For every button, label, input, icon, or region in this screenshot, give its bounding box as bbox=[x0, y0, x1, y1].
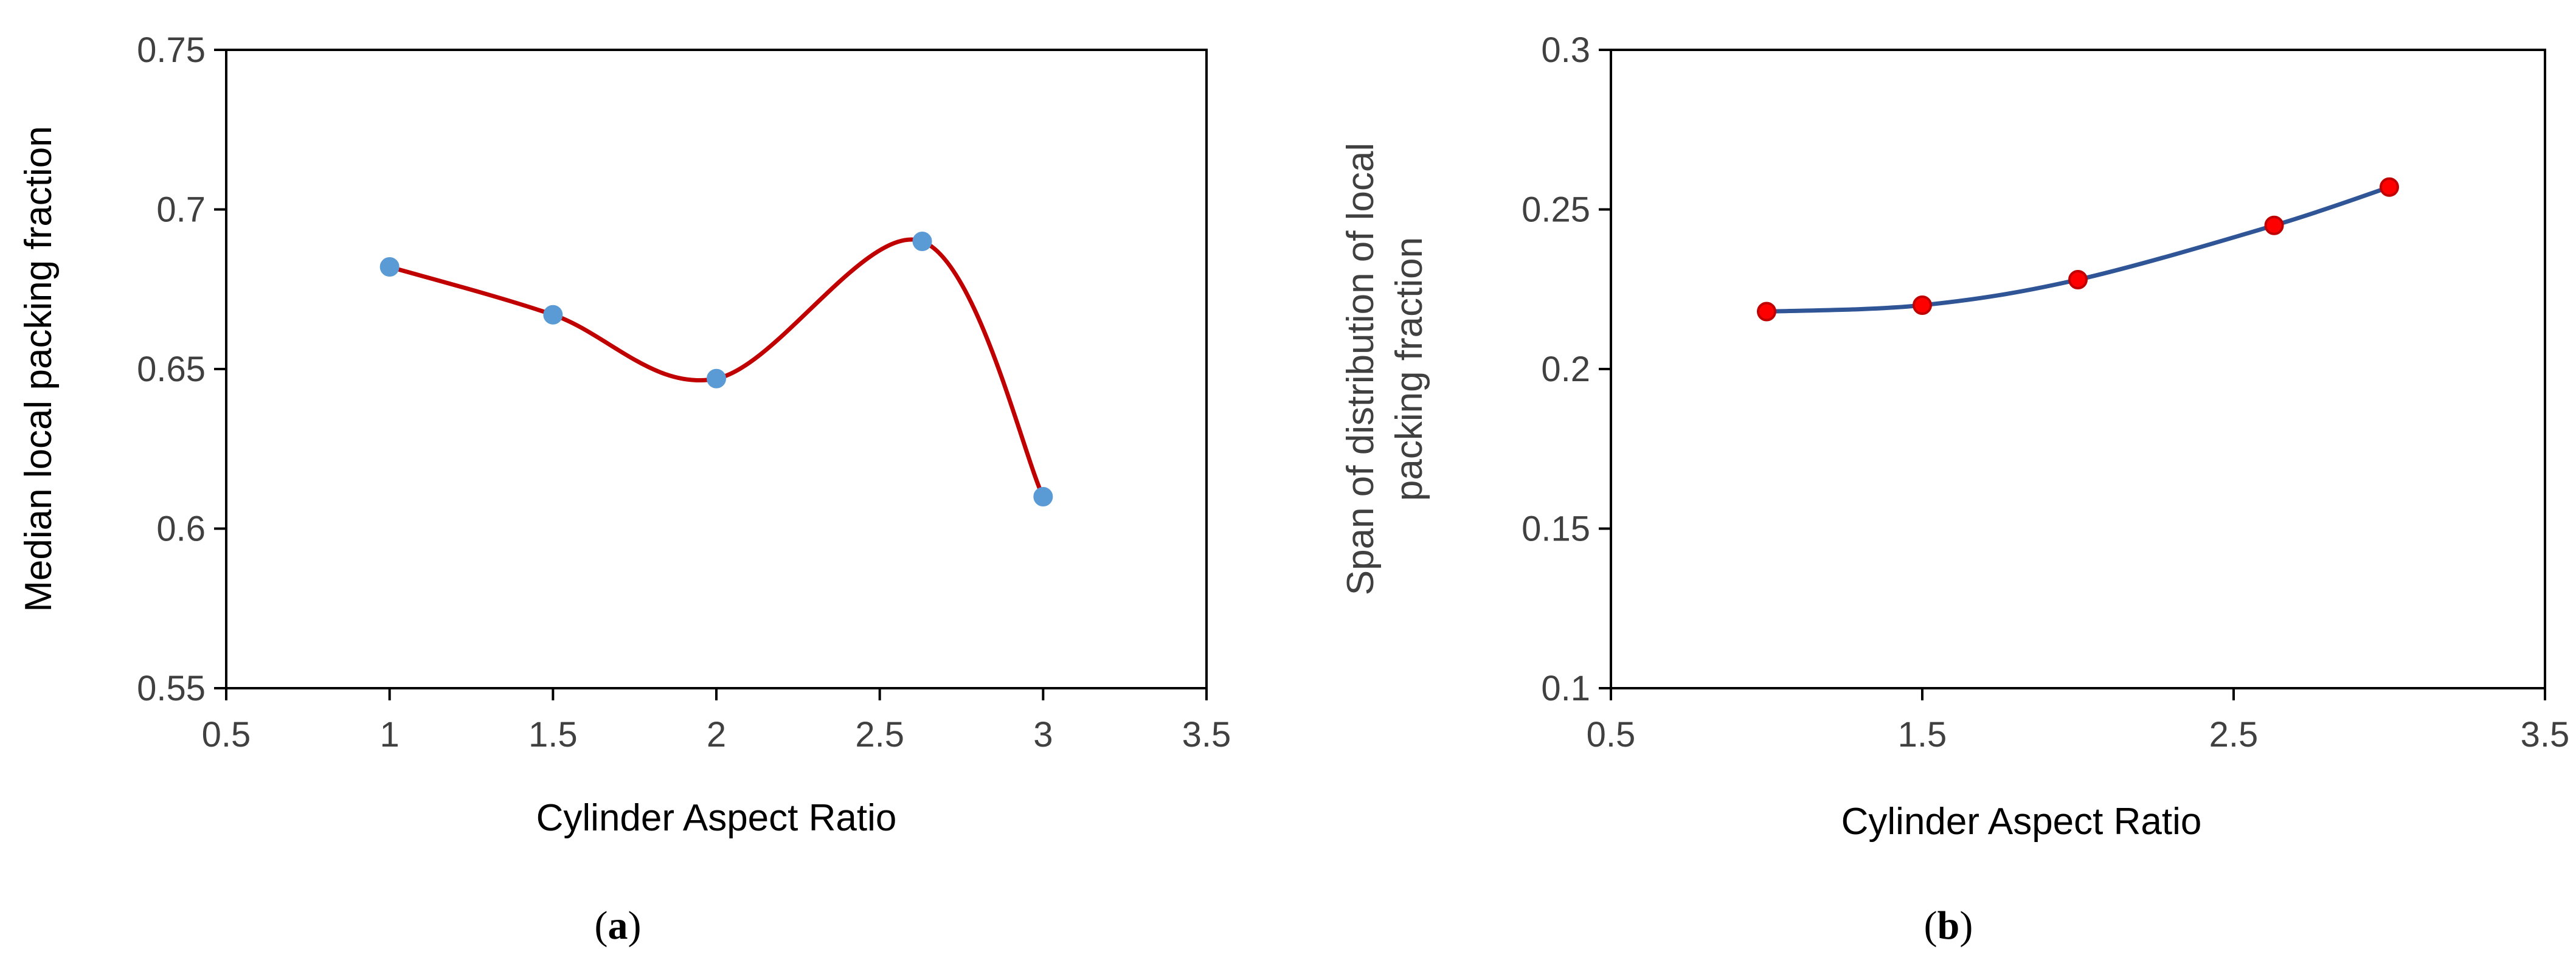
x-tick-label: 3 bbox=[1033, 715, 1053, 754]
y-tick-label: 0.15 bbox=[1522, 509, 1590, 549]
series-line-b bbox=[1766, 185, 2391, 314]
panel-letter-a: a bbox=[608, 903, 628, 948]
data-points-b bbox=[1757, 177, 2399, 322]
y-tick-label: 0.65 bbox=[137, 350, 206, 389]
data-point bbox=[912, 232, 932, 251]
data-point bbox=[2068, 270, 2088, 289]
y-tick-label: 0.25 bbox=[1522, 190, 1590, 230]
x-axis-title-b: Cylinder Aspect Ratio bbox=[1841, 801, 2202, 843]
y-axis-title-b-line1: Span of distribution of local bbox=[1340, 143, 1382, 595]
x-tick-label: 3.5 bbox=[1182, 715, 1231, 754]
data-points-a bbox=[379, 232, 1053, 506]
data-point bbox=[543, 305, 563, 325]
data-point bbox=[2264, 215, 2284, 235]
x-tick-label: 2.5 bbox=[2209, 715, 2259, 754]
x-tick-label: 2 bbox=[707, 715, 726, 754]
y-tick-label: 0.3 bbox=[1541, 30, 1590, 70]
x-tick-label: 1.5 bbox=[1898, 715, 1947, 754]
x-tick-label: 0.5 bbox=[202, 715, 251, 754]
y-tick-label: 0.6 bbox=[156, 509, 206, 549]
data-point bbox=[707, 368, 726, 388]
y-tick-label: 0.75 bbox=[137, 30, 206, 70]
x-tick-label: 2.5 bbox=[855, 715, 904, 754]
y-tick-label: 0.7 bbox=[156, 190, 206, 230]
x-tick-label: 1 bbox=[380, 715, 400, 754]
data-point bbox=[2380, 177, 2399, 197]
x-tick-label: 3.5 bbox=[2521, 715, 2570, 754]
data-point bbox=[1757, 302, 1776, 322]
x-tick-label: 1.5 bbox=[528, 715, 578, 754]
data-point bbox=[379, 257, 400, 277]
data-point bbox=[1913, 295, 1932, 315]
x-axis-title-a: Cylinder Aspect Ratio bbox=[536, 797, 897, 839]
panel-label-a: (a) bbox=[595, 903, 642, 948]
y-tick-label: 0.2 bbox=[1541, 350, 1590, 389]
series-line-a bbox=[389, 237, 1045, 498]
x-tick-label: 0.5 bbox=[1587, 715, 1636, 754]
y-tick-label: 0.1 bbox=[1541, 669, 1590, 708]
chart-b: 0.1 0.15 0.2 0.25 0.3 0.5 1.5 2.5 3.5 Cylinder … bbox=[1340, 30, 2569, 948]
y-tick-label: 0.55 bbox=[137, 669, 206, 708]
x-ticks-a: 0.5 1 1.5 2 2.5 3 3.5 bbox=[202, 688, 1231, 754]
y-ticks-a: 0.55 0.6 0.65 0.7 0.75 bbox=[137, 30, 226, 708]
panel-letter-b: b bbox=[1937, 903, 1960, 948]
panel-label-b: (b) bbox=[1924, 903, 1973, 948]
chart-a: 0.55 0.6 0.65 0.7 0.75 0.5 1 1.5 2 2.5 3 3.5 Cylin… bbox=[18, 30, 1231, 948]
data-point bbox=[1033, 487, 1053, 506]
y-axis-title-a: Median local packing fraction bbox=[18, 126, 60, 612]
x-ticks-b: 0.5 1.5 2.5 3.5 bbox=[1587, 688, 2570, 754]
y-axis-title-b-line2: packing fraction bbox=[1388, 237, 1430, 501]
plot-area-b bbox=[1610, 49, 2546, 689]
y-ticks-b: 0.1 0.15 0.2 0.25 0.3 bbox=[1522, 30, 1611, 708]
